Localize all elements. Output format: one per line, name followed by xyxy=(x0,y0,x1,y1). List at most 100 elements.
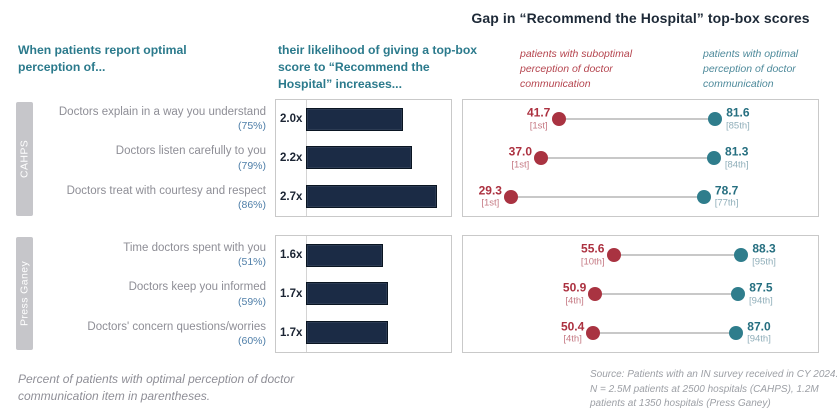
category-optimal-pct: (59%) xyxy=(237,295,266,308)
suboptimal-dot xyxy=(606,248,621,263)
optimal-label: 81.6 [85th] xyxy=(726,105,750,132)
category-row: Doctors' concern questions/worries (60%) xyxy=(40,314,266,353)
suboptimal-dot xyxy=(534,150,549,165)
category-optimal-pct: (51%) xyxy=(237,256,266,269)
bar-value-label: 1.7x xyxy=(280,326,303,339)
bar-chart-press-ganey: 1.6x 1.7x 1.7x xyxy=(275,235,452,353)
bar-row: 1.7x xyxy=(276,275,451,314)
footnote: Percent of patients with optimal percept… xyxy=(18,372,295,404)
bar-row: 2.2x xyxy=(276,139,451,178)
bar xyxy=(306,146,413,170)
chart-title: Gap in “Recommend the Hospital” top-box … xyxy=(471,10,810,26)
suboptimal-value: 50.4 xyxy=(560,319,585,334)
gap-row: 29.3 [1st] 78.7 [77th] xyxy=(463,177,818,216)
suboptimal-dot xyxy=(588,286,603,301)
bar-chart-cahps: 2.0x 2.2x 2.7x xyxy=(275,99,452,217)
bar-value-label: 2.2x xyxy=(280,151,303,164)
suboptimal-percentile: [4th] xyxy=(563,333,582,345)
category-labels-press-ganey: Time doctors spent with you (51%) Doctors … xyxy=(40,235,266,353)
category-optimal-pct: (60%) xyxy=(237,335,266,347)
category-optimal-pct: (86%) xyxy=(237,199,266,211)
category-labels-cahps: Doctors explain in a way you understand (… xyxy=(40,99,266,217)
gap-row: 50.9 [4th] 87.5 [94th] xyxy=(463,275,818,314)
bar xyxy=(306,282,389,306)
gap-chart-cahps: 41.7 [1st] 81.6 [85th] 37.0 [1st] 81.3 [84th] 29… xyxy=(462,99,819,217)
optimal-percentile: [95th] xyxy=(752,256,776,268)
category-row: Time doctors spent with you (51%) xyxy=(40,235,266,274)
bar xyxy=(306,185,437,209)
suboptimal-dot xyxy=(552,112,567,127)
optimal-value: 87.5 xyxy=(749,280,773,295)
left-column-header: When patients report optimal perception … xyxy=(18,43,187,75)
category-optimal-pct: (79%) xyxy=(237,159,266,172)
bar xyxy=(306,243,384,267)
bar xyxy=(306,107,403,131)
suboptimal-dot xyxy=(503,189,518,204)
gap-chart-press-ganey: 55.6 [10th] 88.3 [95th] 50.9 [4th] 87.5 [94th] 5… xyxy=(462,235,819,353)
category-label: Doctors keep you informed xyxy=(128,281,266,294)
suboptimal-label: 29.3 [1st] xyxy=(478,183,502,209)
optimal-percentile: [94th] xyxy=(749,295,773,307)
suboptimal-value: 29.3 xyxy=(478,183,502,198)
optimal-label: 81.3 [84th] xyxy=(724,144,749,171)
gap-connector-line xyxy=(613,254,742,257)
optimal-dot xyxy=(731,286,746,301)
gap-row: 37.0 [1st] 81.3 [84th] xyxy=(463,139,818,178)
suboptimal-value: 37.0 xyxy=(508,144,533,159)
optimal-label: 87.5 [94th] xyxy=(749,280,773,307)
optimal-value: 87.0 xyxy=(747,319,771,334)
optimal-dot xyxy=(734,248,749,263)
bar-value-label: 1.6x xyxy=(280,249,303,262)
bar-row: 2.0x xyxy=(276,100,451,139)
gap-row: 50.4 [4th] 87.0 [94th] xyxy=(463,313,818,352)
optimal-dot xyxy=(708,112,722,127)
suboptimal-value: 50.9 xyxy=(562,280,587,295)
group-tab-press-ganey: Press Ganey xyxy=(16,237,33,350)
optimal-percentile: [94th] xyxy=(747,333,771,345)
gap-row: 41.7 [1st] 81.6 [85th] xyxy=(463,100,818,139)
optimal-dot xyxy=(696,189,711,204)
optimal-label: 88.3 [95th] xyxy=(752,241,776,268)
category-row: Doctors keep you informed (59%) xyxy=(40,274,266,313)
optimal-label: 78.7 [77th] xyxy=(714,183,739,209)
gap-connector-line xyxy=(593,331,737,334)
suboptimal-percentile: [4th] xyxy=(565,295,584,307)
bar-column-header: their likelihood of giving a top-box sco… xyxy=(278,43,478,92)
suboptimal-label: 50.4 [4th] xyxy=(560,319,585,345)
category-label: Time doctors spent with you xyxy=(123,241,266,254)
optimal-value: 81.3 xyxy=(725,144,749,159)
optimal-value: 81.6 xyxy=(726,105,750,120)
optimal-value: 88.3 xyxy=(752,241,776,256)
optimal-percentile: [85th] xyxy=(726,120,750,132)
legend-suboptimal: patients with suboptimal perception of d… xyxy=(520,48,633,91)
bar-value-label: 1.7x xyxy=(280,287,303,300)
suboptimal-label: 50.9 [4th] xyxy=(562,280,587,307)
legend-optimal: patients with optimal perception of doct… xyxy=(703,48,799,91)
gap-row: 55.6 [10th] 88.3 [95th] xyxy=(463,236,818,275)
suboptimal-value: 55.6 xyxy=(581,241,605,256)
source-note: Source: Patients with an IN survey recei… xyxy=(590,369,839,409)
suboptimal-dot xyxy=(586,325,601,340)
suboptimal-label: 41.7 [1st] xyxy=(527,106,550,132)
optimal-percentile: [77th] xyxy=(714,197,739,209)
category-label: Doctors listen carefully to you xyxy=(115,145,266,158)
optimal-dot xyxy=(706,150,721,165)
gap-connector-line xyxy=(595,292,738,295)
category-row: Doctors listen carefully to you (79%) xyxy=(40,138,266,177)
category-label: Doctors treat with courtesy and respect xyxy=(66,184,266,197)
optimal-label: 87.0 [94th] xyxy=(747,319,771,345)
suboptimal-percentile: [10th] xyxy=(580,256,605,268)
optimal-percentile: [84th] xyxy=(724,159,749,171)
category-row: Doctors treat with courtesy and respect (… xyxy=(40,178,266,217)
category-label: Doctors' concern questions/worries xyxy=(87,320,266,333)
category-label: Doctors explain in a way you understand xyxy=(58,105,266,118)
suboptimal-percentile: [1st] xyxy=(511,159,530,171)
bar-row: 1.7x xyxy=(276,313,451,352)
group-tab-cahps: CAHPS xyxy=(16,102,33,216)
gap-connector-line xyxy=(541,156,714,159)
suboptimal-percentile: [1st] xyxy=(529,120,548,132)
bar-row: 2.7x xyxy=(276,177,451,216)
bar-row: 1.6x xyxy=(276,236,451,275)
gap-connector-line xyxy=(510,195,704,198)
